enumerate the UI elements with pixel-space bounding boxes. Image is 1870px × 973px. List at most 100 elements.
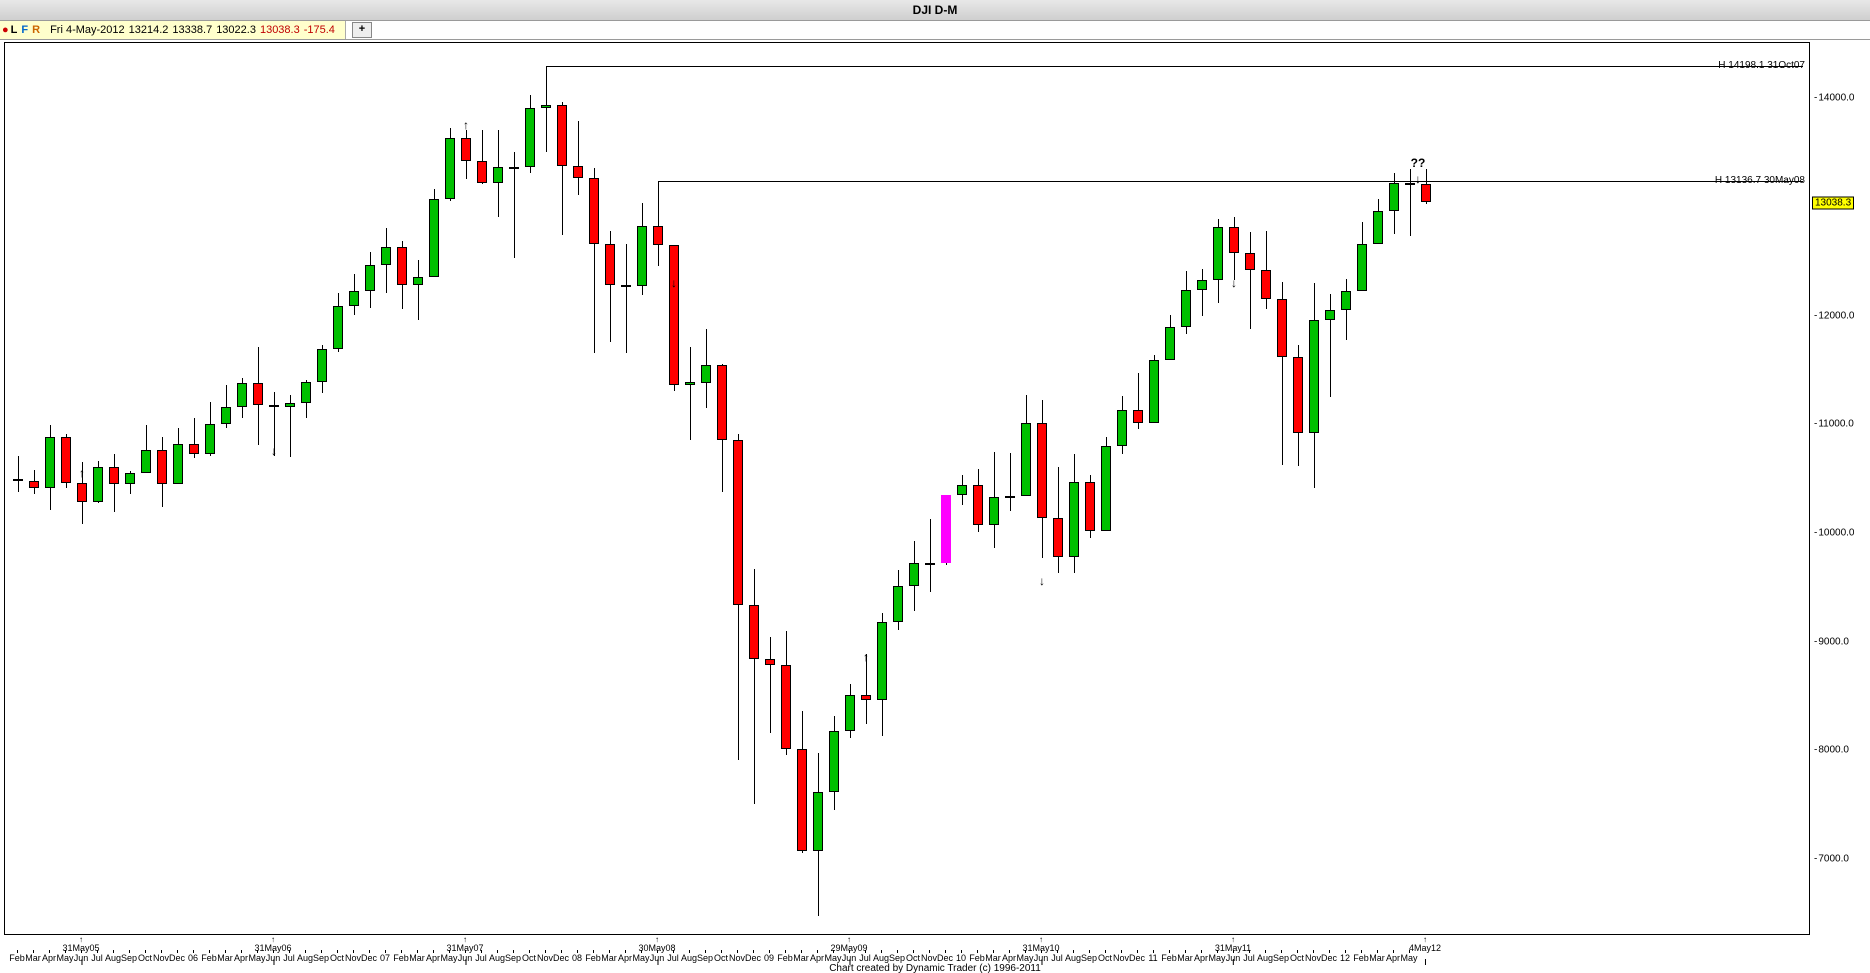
x-month-label: Mar bbox=[1177, 953, 1193, 963]
candle-body bbox=[317, 349, 327, 382]
x-month-label: Jul bbox=[1051, 953, 1063, 963]
x-month-label: 11 bbox=[1148, 953, 1157, 963]
x-major-label: ↑29May09 bbox=[830, 937, 867, 953]
candle-body bbox=[813, 792, 823, 852]
lfr-l[interactable]: L bbox=[11, 24, 18, 36]
candle-body bbox=[1101, 446, 1111, 531]
candle-body bbox=[861, 695, 871, 700]
candle-body bbox=[93, 467, 103, 502]
x-month-label: Oct bbox=[330, 953, 344, 963]
x-month-label: Apr bbox=[618, 953, 632, 963]
x-month-label: Apr bbox=[1386, 953, 1400, 963]
x-month-label: Feb bbox=[1353, 953, 1369, 963]
x-month-label: Apr bbox=[1194, 953, 1208, 963]
candlestick-chart[interactable]: H 14198.1 31Oct07H 13136.7 30May08↑↓↑↓↑↓… bbox=[4, 42, 1810, 935]
candle-body bbox=[829, 731, 839, 792]
x-month-label: Mar bbox=[1369, 953, 1385, 963]
resistance-label: H 14198.1 31Oct07 bbox=[1718, 60, 1805, 71]
lfr-f[interactable]: F bbox=[21, 24, 28, 36]
y-axis: 7000.08000.09000.010000.011000.012000.01… bbox=[1814, 42, 1870, 935]
candle-body bbox=[557, 105, 567, 166]
candle-body bbox=[365, 265, 375, 291]
lfr-r[interactable]: R bbox=[32, 24, 40, 36]
x-month-label: Feb bbox=[1161, 953, 1177, 963]
x-month-label: Aug bbox=[489, 953, 505, 963]
candle-body bbox=[1117, 410, 1127, 446]
x-month-label: Nov bbox=[1305, 953, 1321, 963]
candle-body bbox=[973, 485, 983, 525]
candle-wick bbox=[578, 121, 579, 195]
x-month-label: Mar bbox=[409, 953, 425, 963]
info-open: 13214.2 bbox=[129, 24, 169, 36]
candle-body bbox=[1037, 423, 1047, 518]
x-month-label: May bbox=[56, 953, 73, 963]
candle-body bbox=[301, 382, 311, 403]
candle-body bbox=[413, 277, 423, 286]
x-month-label: Sep bbox=[313, 953, 329, 963]
candle-body bbox=[1005, 496, 1015, 498]
candle-body bbox=[845, 695, 855, 731]
x-month-label: Jul bbox=[475, 953, 487, 963]
candle-body bbox=[221, 407, 231, 424]
add-indicator-button[interactable]: + bbox=[352, 22, 372, 38]
chart-footer: Chart created by Dynamic Trader (c) 1996… bbox=[0, 963, 1870, 973]
x-month-label: Sep bbox=[889, 953, 905, 963]
candle-body bbox=[285, 403, 295, 407]
x-month-label: May bbox=[824, 953, 841, 963]
candle-body bbox=[109, 467, 119, 484]
candle-body bbox=[1309, 320, 1319, 433]
candle-body bbox=[669, 245, 679, 385]
candle-body bbox=[637, 226, 647, 287]
x-month-label: Nov bbox=[1113, 953, 1129, 963]
chart-annotation: ↓ bbox=[1231, 277, 1237, 289]
candle-body bbox=[205, 424, 215, 453]
x-month-label: Apr bbox=[42, 953, 56, 963]
candle-body bbox=[605, 244, 615, 285]
x-month-label: Feb bbox=[969, 953, 985, 963]
candle-wick bbox=[1410, 169, 1411, 236]
candle-body bbox=[1085, 482, 1095, 531]
x-month-label: Jul bbox=[91, 953, 103, 963]
candle-body bbox=[733, 440, 743, 605]
chart-annotation: ↓ bbox=[271, 445, 277, 457]
resistance-line bbox=[546, 66, 1803, 67]
x-month-label: Mar bbox=[985, 953, 1001, 963]
x-month-label: Oct bbox=[138, 953, 152, 963]
candle-body bbox=[477, 161, 487, 183]
candle-body bbox=[269, 405, 279, 407]
x-month-label: Dec bbox=[1321, 953, 1337, 963]
x-month-label: Mar bbox=[217, 953, 233, 963]
candle-wick bbox=[626, 244, 627, 353]
candle-wick bbox=[546, 76, 547, 152]
candle-wick bbox=[18, 456, 19, 492]
x-month-label: May bbox=[248, 953, 265, 963]
candle-body bbox=[749, 605, 759, 659]
candle-body bbox=[701, 365, 711, 383]
candle-body bbox=[1341, 291, 1351, 311]
resistance-line bbox=[658, 181, 1803, 182]
candle-body bbox=[1405, 183, 1415, 185]
x-month-label: Dec bbox=[361, 953, 377, 963]
candle-body bbox=[525, 108, 535, 167]
x-month-label: Jul bbox=[859, 953, 871, 963]
candle-body bbox=[1421, 184, 1431, 202]
chart-annotation: ↓ bbox=[671, 277, 677, 289]
x-month-label: Jul bbox=[283, 953, 295, 963]
candle-body bbox=[61, 437, 71, 483]
x-month-label: Oct bbox=[1290, 953, 1304, 963]
x-month-label: Nov bbox=[729, 953, 745, 963]
x-major-label: ↑30May08 bbox=[638, 937, 675, 953]
candle-wick bbox=[418, 260, 419, 320]
x-month-label: 09 bbox=[764, 953, 774, 963]
candle-body bbox=[957, 485, 967, 495]
x-month-label: Oct bbox=[522, 953, 536, 963]
dot-icon: ● bbox=[2, 24, 9, 36]
x-month-label: May bbox=[1400, 953, 1417, 963]
candle-wick bbox=[930, 519, 931, 592]
x-month-label: Aug bbox=[1257, 953, 1273, 963]
chart-annotation: ↑ bbox=[463, 119, 469, 131]
info-bar: ● L F R Fri 4-May-2012 13214.2 13338.7 1… bbox=[0, 21, 1870, 40]
candle-body bbox=[45, 437, 55, 488]
x-axis: FebMarAprMayJunJulAugSepOctNovDec06FebMa… bbox=[4, 935, 1810, 963]
chart-annotation: ↑ bbox=[79, 467, 85, 479]
